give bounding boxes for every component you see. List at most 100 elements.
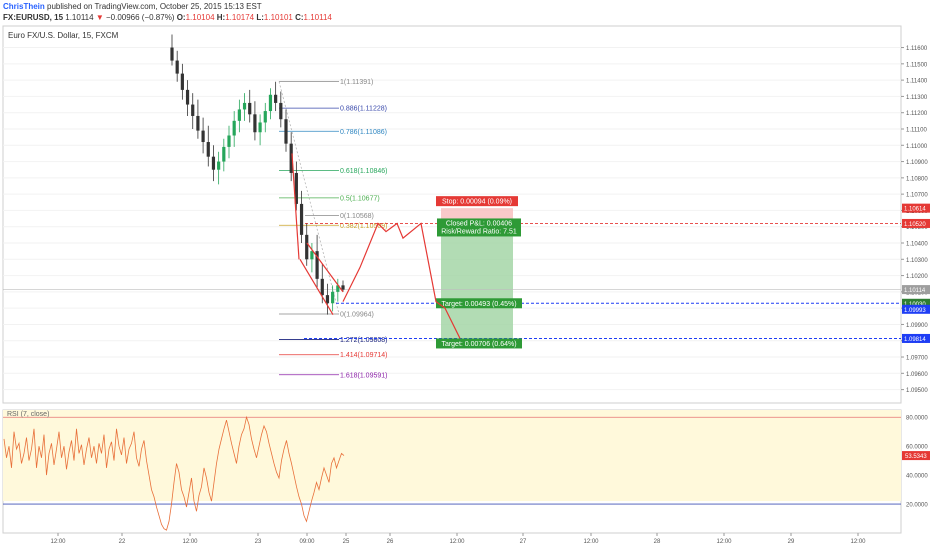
candle-body	[191, 104, 195, 116]
y-tick-label: 1.11600	[906, 46, 928, 52]
wedge-lower-line	[299, 258, 334, 315]
candle-body	[180, 73, 184, 90]
last-price: 1.10114	[65, 13, 94, 22]
candle-body	[294, 172, 298, 204]
rsi-tick-label: 40.0000	[906, 474, 928, 480]
y-tick-label: 1.10700	[906, 193, 928, 199]
rsi-value-text: 53.5343	[905, 454, 927, 460]
fib-level-label: 0.382(1.10509)	[340, 223, 387, 230]
candle-body	[253, 114, 257, 133]
close-value: 1.10114	[303, 13, 332, 22]
wedge-upper-line	[306, 242, 344, 293]
fib-level-label: 0(1.10568)	[340, 213, 374, 220]
candle-body	[258, 122, 262, 133]
x-tick-label: 12:00	[850, 539, 866, 545]
candle-body	[268, 94, 273, 112]
candle-body	[305, 234, 309, 260]
rsi-band	[3, 410, 901, 501]
rsi-tick-label: 80.0000	[906, 416, 928, 422]
candle-body	[232, 120, 236, 136]
change-value: −0.00966 (−0.87%)	[105, 13, 175, 22]
trade-position[interactable]: Stop: 0.00094 (0.09%) Closed P&L: 0.00406…	[3, 196, 901, 349]
rsi-indicator: 80.0000 60.0000 40.0000 20.0000 53.5343	[3, 415, 930, 531]
price-tag-text: 1.10614	[904, 207, 926, 213]
drop-line	[291, 153, 300, 260]
price-tag	[902, 304, 930, 314]
y-tick-label: 1.09600	[906, 372, 928, 378]
candle-body	[242, 102, 247, 110]
x-tick-label: 12:00	[583, 539, 599, 545]
fib-level-label: 1(1.11391)	[340, 79, 373, 86]
author-link[interactable]: ChrisThein	[3, 2, 45, 11]
target1-label-bg	[436, 298, 522, 309]
x-tick-label: 25	[343, 539, 350, 545]
candle-body	[289, 143, 293, 173]
y-tick-label: 1.10800	[906, 176, 928, 182]
risk-reward-label: Risk/Reward Ratio: 7.51	[441, 228, 517, 235]
symbol-label: FX:EURUSD, 15	[3, 13, 64, 22]
y-tick-label: 1.10500	[906, 225, 928, 231]
price-tag-text: 1.09993	[904, 308, 926, 314]
candle-body	[217, 161, 221, 170]
candle-body	[227, 135, 231, 147]
low-value: 1.10101	[263, 13, 293, 22]
time-axis[interactable]: 12:00 22 12:00 23 09:00 25 26 12:00 27 12:00 28 12:…	[50, 533, 866, 545]
candle-body	[299, 203, 304, 235]
x-tick-label: 12:00	[50, 539, 66, 545]
publish-line: ChrisThein published on TradingView.com,…	[3, 2, 262, 11]
candle-body	[274, 94, 278, 103]
x-tick-label: 12:00	[449, 539, 465, 545]
rsi-title: RSI (7, close)	[7, 411, 49, 418]
candle-body	[170, 47, 174, 61]
x-tick-label: 29	[788, 539, 795, 545]
y-tick-label: 1.11400	[906, 79, 928, 85]
y-tick-label: 1.09700	[906, 356, 928, 362]
candle-body	[196, 115, 200, 131]
candles	[170, 34, 345, 315]
fib-level-label: 0.5(1.10677)	[340, 195, 380, 202]
candle-body	[279, 102, 283, 120]
candle-body	[237, 109, 241, 121]
candle-body	[263, 111, 267, 123]
candle-body	[310, 251, 314, 260]
x-tick-label: 28	[654, 539, 661, 545]
fib-level-label: 0.618(1.10846)	[340, 168, 387, 175]
projected-path	[342, 222, 461, 339]
rsi-tick-label: 60.0000	[906, 445, 928, 451]
candle-body	[336, 285, 340, 292]
y-tick-label: 1.09900	[906, 323, 928, 329]
price-tag	[902, 298, 930, 308]
y-tick-label: 1.10200	[906, 274, 928, 280]
x-tick-label: 12:00	[716, 539, 732, 545]
closed-pl-label: Closed P&L: 0.00406	[446, 220, 512, 227]
candle-body	[185, 89, 190, 105]
open-value: 1.10104	[185, 13, 215, 22]
price-tag-text: 1.10030	[904, 302, 926, 308]
y-tick-label: 1.09500	[906, 388, 928, 394]
price-tag	[902, 285, 930, 295]
candle-body	[284, 119, 288, 144]
rsi-tick-label: 20.0000	[906, 503, 928, 509]
rsi-line	[3, 415, 345, 531]
price-tag-text: 1.10520	[904, 222, 926, 228]
candle-body	[201, 130, 205, 143]
price-tag	[902, 333, 930, 343]
fib-level-label: 0.786(1.11086)	[340, 129, 387, 136]
y-tick-label: 1.11500	[906, 62, 928, 68]
stop-label: Stop: 0.00094 (0.09%)	[442, 199, 512, 206]
profit-zone	[441, 223, 513, 339]
fib-level-label: 1.272(1.09808)	[340, 337, 387, 344]
y-tick-label: 1.11200	[906, 111, 928, 117]
candle-body	[211, 156, 216, 170]
y-tick-label: 1.10400	[906, 242, 928, 248]
fib-level-label: 1.414(1.09714)	[340, 352, 387, 359]
fib-level-label: 1.618(1.09591)	[340, 372, 387, 379]
target2-label-bg	[436, 338, 522, 349]
ohlc-line: FX:EURUSD, 15 1.10114 ▼ −0.00966 (−0.87%…	[3, 13, 332, 22]
x-tick-label: 22	[119, 539, 126, 545]
candle-body	[341, 285, 345, 290]
candle-body	[315, 251, 319, 279]
x-tick-label: 27	[520, 539, 527, 545]
